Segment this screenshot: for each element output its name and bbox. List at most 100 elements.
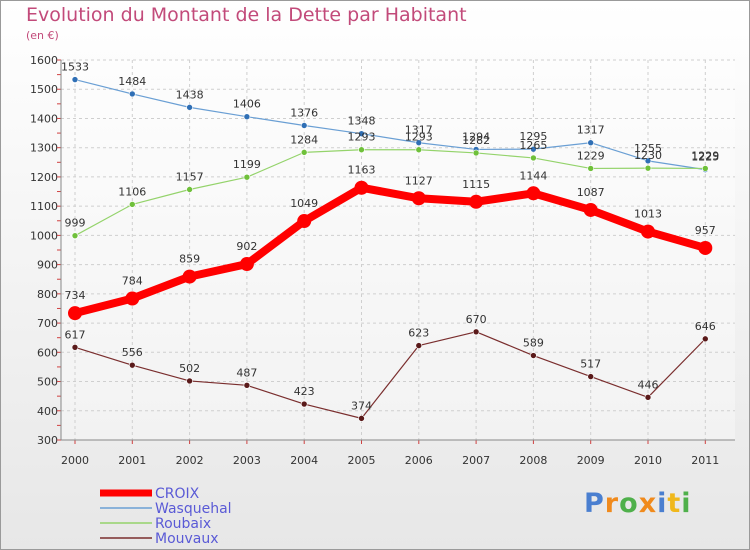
data-labels: 1533 1484 1438 1406 1376 1348 1317 1294 1295 1317…: [61, 61, 719, 413]
data-point: [354, 180, 369, 195]
data-label: 999: [65, 217, 86, 230]
logo-letter: i: [657, 488, 668, 519]
data-label: 1106: [118, 185, 146, 198]
gridlines: [61, 59, 735, 441]
data-label: 556: [122, 346, 143, 359]
x-tick-label: 2009: [577, 454, 605, 467]
data-point: [415, 146, 423, 154]
data-point: [587, 373, 595, 380]
data-point: [530, 154, 537, 162]
data-point: [243, 382, 251, 389]
data-label: 1484: [118, 75, 146, 88]
data-label: 487: [236, 366, 257, 379]
data-point: [701, 165, 709, 172]
data-label: 1293: [348, 131, 376, 144]
data-point: [472, 149, 480, 157]
y-tick-label: 500: [37, 376, 58, 389]
data-point: [300, 149, 308, 156]
y-tick-label: 1300: [30, 142, 58, 155]
data-point: [644, 164, 652, 172]
data-point: [129, 201, 136, 208]
logo-letter: t: [667, 488, 682, 519]
data-label: 784: [122, 275, 143, 288]
data-point: [587, 139, 595, 147]
logo-letter: i: [681, 488, 692, 519]
data-label: 1293: [405, 131, 433, 144]
data-label: 646: [695, 320, 716, 333]
data-point: [526, 186, 541, 201]
data-label: 1199: [233, 158, 261, 171]
y-tick-label: 700: [37, 317, 58, 330]
data-point: [243, 113, 251, 121]
data-label: 1127: [405, 174, 433, 187]
data-label: 1157: [176, 170, 204, 183]
data-label: 617: [65, 328, 86, 341]
data-point: [300, 400, 308, 408]
data-label: 423: [294, 385, 315, 398]
y-tick-label: 400: [37, 405, 58, 418]
data-point: [644, 394, 652, 401]
data-point: [71, 344, 79, 351]
data-label: 1225: [691, 151, 719, 164]
data-point: [129, 90, 136, 98]
data-label: 1348: [348, 115, 376, 128]
y-tick-label: 300: [37, 434, 58, 447]
data-label: 1294: [462, 130, 490, 143]
data-label: 1255: [634, 142, 662, 155]
data-point: [358, 130, 365, 137]
data-point: [530, 145, 537, 153]
data-point: [698, 240, 713, 255]
data-point: [239, 257, 254, 272]
data-point: [587, 165, 595, 172]
chart-subtitle: (en €): [26, 29, 59, 42]
legend-entry-mouvaux: Mouvaux: [155, 531, 219, 547]
data-label: 1317: [577, 124, 605, 137]
series-line-roubaix: [74, 149, 706, 237]
data-label: 623: [408, 327, 429, 340]
data-label: 670: [466, 313, 487, 326]
data-point: [186, 186, 193, 193]
data-label: 1013: [634, 208, 662, 221]
data-point: [68, 306, 82, 321]
series-line-croix: [74, 183, 707, 318]
y-tick-label: 600: [37, 346, 58, 359]
data-label: 1317: [405, 124, 433, 137]
x-tick-label: 2002: [176, 454, 204, 467]
proxiti-logo: Proxiti: [584, 488, 692, 519]
axes: 300 400 500 600 700 800 900 1000 1100 1200 1300 140…: [30, 54, 735, 467]
data-point: [186, 377, 193, 385]
chart-title: Evolution du Montant de la Dette par Hab…: [26, 4, 467, 26]
x-tick-label: 2000: [61, 454, 89, 467]
data-point: [469, 194, 484, 209]
data-label: 1406: [233, 98, 261, 111]
data-label: 1376: [290, 106, 318, 119]
y-tick-label: 800: [37, 288, 58, 301]
x-tick-label: 2005: [348, 454, 376, 467]
data-label: 1115: [462, 178, 490, 191]
data-label: 1049: [290, 197, 318, 210]
x-tick-label: 2010: [634, 454, 662, 467]
data-label: 957: [695, 224, 716, 237]
logo-letter: o: [619, 488, 639, 519]
data-label: 1163: [348, 164, 376, 177]
series-line-mouvaux: [74, 331, 706, 419]
data-point: [129, 361, 136, 369]
data-label: 374: [351, 399, 372, 412]
data-point: [186, 104, 193, 111]
data-point: [182, 269, 197, 284]
y-tick-label: 900: [37, 259, 58, 272]
logo-letter: r: [604, 488, 620, 519]
data-label: 517: [580, 358, 601, 371]
data-point: [71, 232, 79, 239]
x-tick-label: 2006: [405, 454, 433, 467]
data-label: 734: [65, 289, 86, 302]
legend-entry-roubaix: Roubaix: [155, 516, 211, 532]
x-tick-label: 2008: [519, 454, 547, 467]
data-label: 446: [638, 378, 659, 391]
data-label: 1230: [634, 149, 662, 162]
data-point: [472, 328, 480, 336]
logo-letter: P: [584, 488, 605, 519]
data-point: [71, 76, 79, 83]
